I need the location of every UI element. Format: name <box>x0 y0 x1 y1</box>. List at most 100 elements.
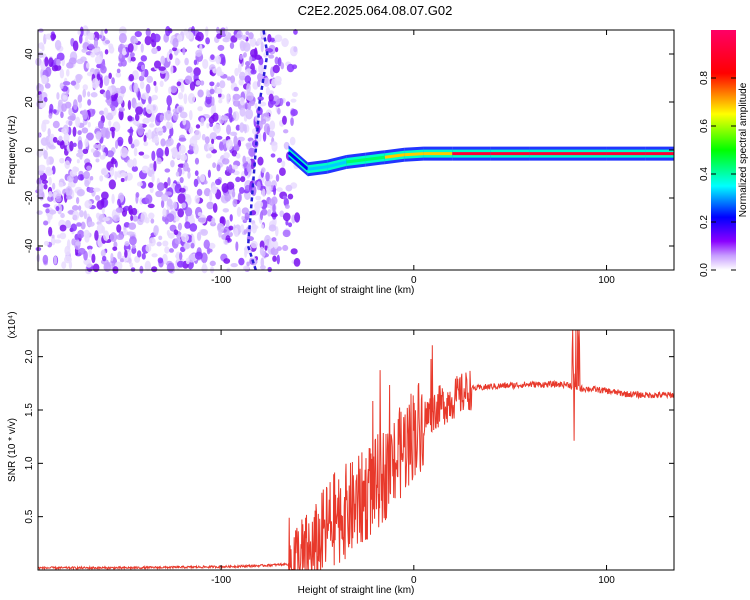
noise-blob <box>194 35 202 41</box>
noise-blob <box>63 255 72 264</box>
noise-blob <box>249 37 257 47</box>
noise-blob <box>165 110 172 121</box>
noise-blob <box>100 65 107 74</box>
noise-blob <box>52 120 60 129</box>
x-tick-label: -100 <box>211 275 231 286</box>
noise-blob <box>104 39 111 44</box>
noise-blob <box>194 194 200 204</box>
noise-blob <box>112 246 118 251</box>
noise-blob <box>143 141 149 147</box>
noise-blob <box>132 215 139 222</box>
noise-blob <box>225 139 234 151</box>
colorbar-tick-label: 0.2 <box>699 215 710 229</box>
noise-blob <box>103 75 110 86</box>
noise-blob <box>52 109 57 114</box>
noise-blob <box>81 127 89 134</box>
noise-blob <box>268 90 275 96</box>
noise-blob <box>151 173 155 183</box>
noise-blob <box>246 261 250 267</box>
noise-blob <box>205 37 211 45</box>
noise-blob <box>279 210 285 218</box>
noise-blob <box>197 106 203 112</box>
snr-border <box>37 329 675 571</box>
carrier-core <box>326 160 347 169</box>
colorbar-tick-label: 0.8 <box>699 71 710 85</box>
noise-blob <box>220 115 229 121</box>
noise-blob <box>238 257 245 266</box>
noise-blob <box>59 141 65 150</box>
noise-blob <box>72 40 79 52</box>
spectrogram-x-ticks: -100 0 100 <box>211 30 615 286</box>
noise-blob <box>240 224 245 233</box>
noise-blob <box>226 124 232 135</box>
noise-blob <box>200 80 205 86</box>
noise-blob <box>148 95 152 105</box>
noise-blob <box>80 110 87 116</box>
noise-blob <box>191 234 195 244</box>
noise-blob <box>90 51 96 58</box>
colorbar-gradient <box>711 30 736 270</box>
noise-blob <box>221 234 227 240</box>
x-tick-label: 100 <box>598 575 615 586</box>
noise-blob <box>117 136 124 146</box>
y-tick-label: -20 <box>24 190 35 205</box>
noise-blob <box>78 247 86 255</box>
noise-blob <box>119 85 127 94</box>
noise-blob <box>230 75 236 84</box>
noise-blob <box>87 221 95 227</box>
noise-blob <box>93 37 99 48</box>
noise-blob <box>101 198 105 205</box>
snr-series <box>37 329 675 571</box>
noise-blob <box>87 99 92 106</box>
noise-blob <box>268 130 276 138</box>
noise-blob <box>184 75 193 85</box>
noise-blob <box>283 141 290 150</box>
noise-blob <box>51 234 55 239</box>
noise-blob <box>168 248 175 253</box>
noise-blob <box>140 43 144 53</box>
noise-blob <box>226 76 232 81</box>
noise-blob <box>42 203 51 208</box>
noise-blob <box>166 229 170 236</box>
noise-blob <box>116 68 121 74</box>
noise-blob <box>212 162 217 169</box>
noise-blob <box>61 261 67 269</box>
noise-blob <box>68 107 73 116</box>
noise-blob <box>128 74 134 82</box>
noise-blob <box>261 188 266 198</box>
noise-blob <box>46 156 50 166</box>
noise-blob <box>166 262 175 273</box>
noise-blob <box>252 81 259 90</box>
noise-blob <box>108 72 112 79</box>
noise-blob <box>268 198 275 206</box>
noise-blob <box>261 208 268 216</box>
noise-blob <box>102 217 110 222</box>
noise-blob <box>197 217 206 223</box>
noise-blob <box>41 74 48 85</box>
noise-blob <box>144 260 151 272</box>
noise-blob <box>105 89 111 101</box>
noise-blob <box>144 35 152 46</box>
noise-blob <box>240 176 246 183</box>
noise-blob <box>168 48 173 54</box>
noise-blob <box>161 193 169 202</box>
noise-blob <box>265 184 272 195</box>
noise-blob <box>216 66 222 77</box>
noise-blob <box>236 206 242 217</box>
noise-blob <box>293 46 298 53</box>
noise-blob <box>229 214 233 222</box>
noise-blob <box>254 102 258 109</box>
noise-blob <box>86 62 90 69</box>
noise-blob <box>156 182 165 192</box>
noise-blob <box>290 248 298 255</box>
noise-blob <box>211 138 215 145</box>
noise-blob <box>275 46 279 53</box>
noise-blob <box>120 146 129 158</box>
noise-blob <box>82 84 88 91</box>
noise-blob <box>231 190 236 198</box>
noise-blob <box>110 158 117 165</box>
noise-blob <box>148 123 155 128</box>
y-tick-label: 0.5 <box>24 509 35 523</box>
noise-blob <box>98 110 105 115</box>
noise-blob <box>284 204 290 209</box>
